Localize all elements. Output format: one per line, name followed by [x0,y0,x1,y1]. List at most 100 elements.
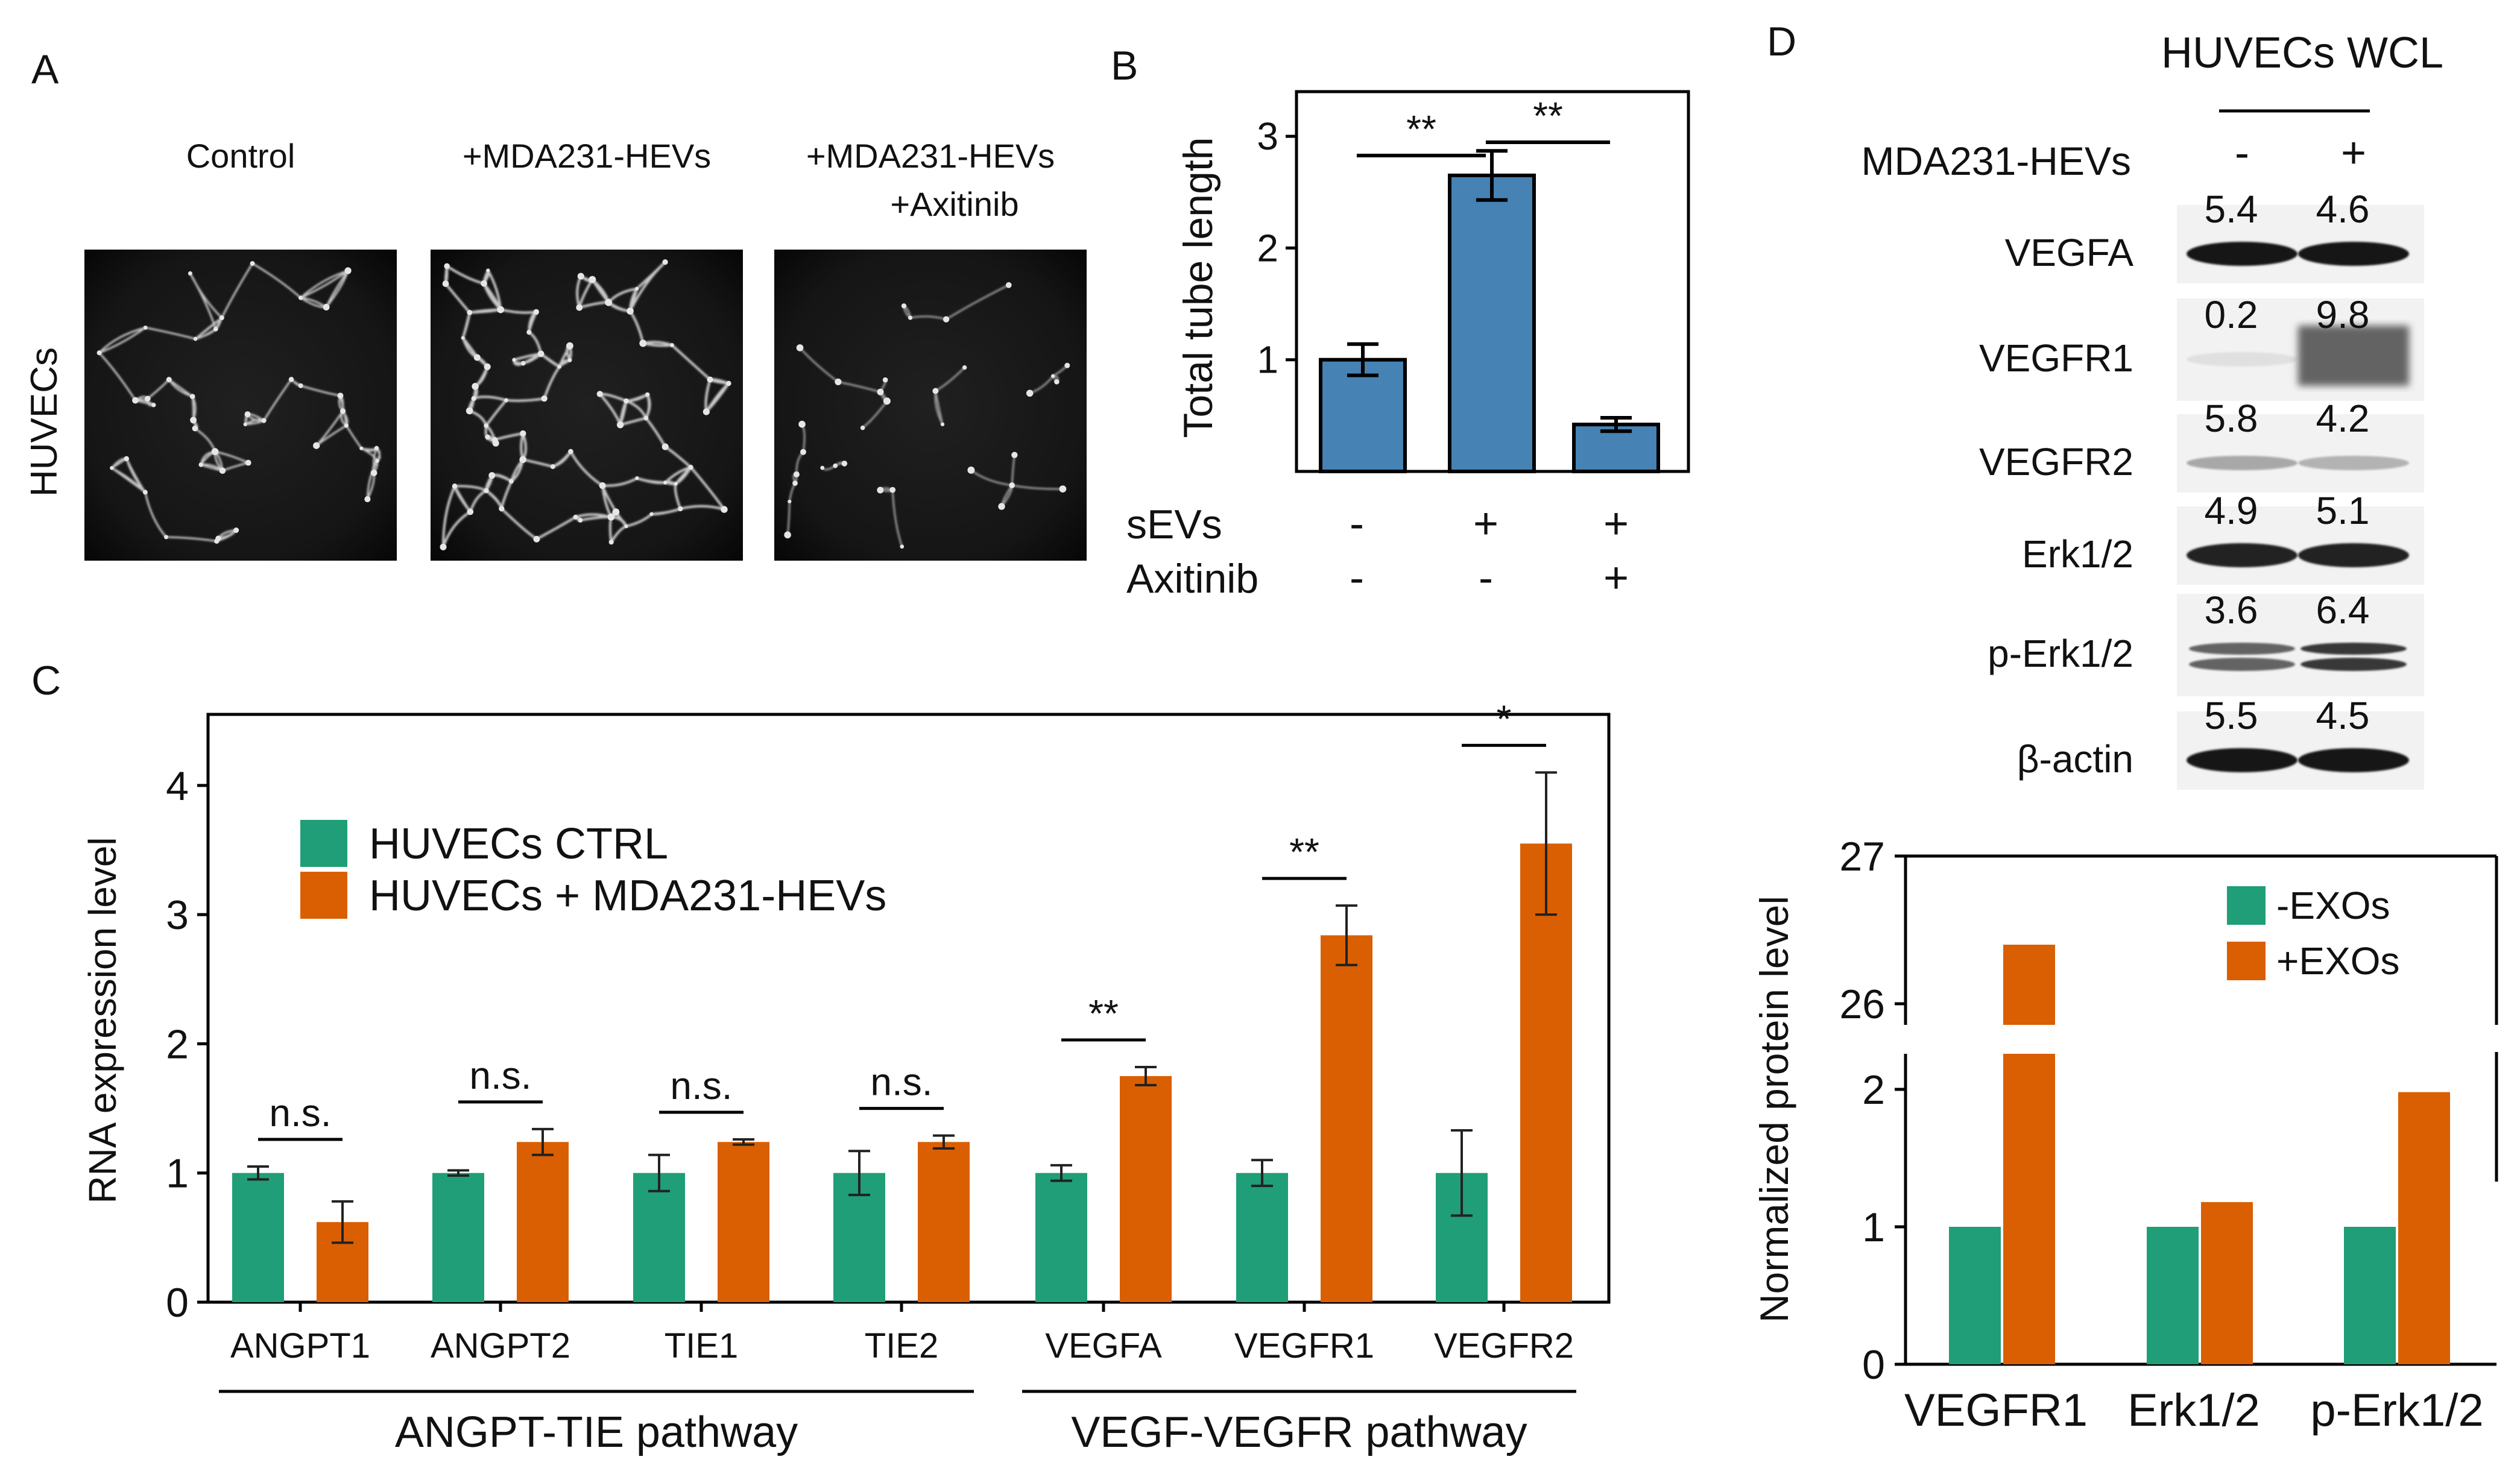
cell-node [1059,485,1067,493]
cell-node [792,480,798,486]
tube-segment [837,380,882,393]
tube-segment [799,347,839,383]
tube-segment [442,511,472,549]
row-label-huvecs: HUVECs [24,347,65,497]
cell-node [541,395,548,402]
cell-node [649,512,654,516]
condition-sign: + [1603,554,1629,602]
cell-node [215,535,221,541]
band-value: 4.9 [2205,489,2258,532]
condition-label: +MDA231-HEVs [806,137,1055,175]
tube-segment [1011,484,1064,490]
cell-node [643,415,649,421]
cell-node [537,350,545,357]
cell-node [337,392,344,399]
panel-a: HUVECs Control +MDA231-HEVs +MDA231-HEVs +A… [24,137,1087,561]
cell-node [1050,374,1055,378]
cell-node [219,315,224,321]
cell-node [639,339,647,347]
micrograph-tile [431,250,743,561]
cell-node [877,388,884,395]
tube-segment [300,269,349,299]
bar [2398,1092,2450,1364]
cell-node [962,365,967,370]
tube-segment [689,466,725,511]
cell-node [374,446,379,451]
cell-node [485,434,490,440]
cell-node [663,480,668,485]
cell-node [796,344,804,351]
cell-node [578,518,583,523]
bar [1035,1173,1087,1302]
cell-node [512,357,516,362]
cell-node [250,261,255,266]
cell-node [901,303,907,309]
cell-node [567,358,572,362]
y-tick-label: 4 [166,763,189,809]
tube-segment [144,491,167,538]
y-tick-label: 3 [166,892,189,938]
cell-node [198,462,204,467]
tube-segment [679,505,725,511]
bar [1236,1173,1288,1302]
cell-node [599,482,606,490]
y-tick-label: 1 [166,1151,189,1197]
cell-node [932,388,939,394]
cell-node [364,496,371,503]
tube-segment [970,469,1013,487]
tube-segment [98,327,147,354]
cell-node [688,465,693,470]
legend-label: +EXOs [2276,939,2400,983]
cell-node [96,350,102,356]
significance-label: n.s. [870,1060,932,1104]
cell-node [568,449,573,455]
band-value: 6.4 [2316,588,2370,632]
legend-swatch [300,872,347,919]
cell-node [798,420,806,428]
blot-strip [2177,414,2424,493]
bar [432,1173,484,1302]
tube-segment [485,398,508,427]
blot-band [2187,242,2297,266]
pathway-label: VEGF-VEGFR pathway [1071,1408,1527,1457]
cell-node [442,280,449,287]
cell-node [841,461,848,467]
tube-segment [144,327,197,340]
condition-sign: - [1350,500,1364,548]
cell-node [244,411,251,418]
cell-node [370,470,377,476]
bar [2147,1227,2199,1364]
significance-label: n.s. [269,1091,331,1135]
y-axis-label: Total tube length [1175,137,1221,438]
cell-node [492,439,499,447]
cell-node [471,395,476,402]
cell-node [877,487,884,494]
cell-node [189,394,195,400]
tube-segment [625,512,653,528]
cell-node [188,271,192,276]
tube-segment [934,390,944,426]
cell-node [344,423,349,428]
y-tick-label: 0 [166,1280,189,1326]
condition-sign: - [1479,554,1493,602]
cell-node [110,466,114,470]
panel-letter-a: A [31,46,59,92]
micrograph-tile [774,250,1087,561]
band-value: 3.6 [2205,588,2258,632]
cell-node [166,377,172,383]
cell-node [573,514,578,520]
cell-node [1064,362,1070,368]
band-value: 5.5 [2205,694,2258,737]
tube-segment [110,467,147,493]
protein-label: VEGFA [2005,231,2134,274]
bar [633,1173,685,1302]
blot-band [2298,242,2409,266]
cell-node [612,508,620,516]
panel-letter-c: C [31,658,61,704]
cell-node [298,295,303,300]
tube-segment [221,262,254,319]
y-tick-label: 2 [1257,226,1278,269]
condition-label: +Axitinib [890,185,1018,223]
cell-node [190,417,197,424]
